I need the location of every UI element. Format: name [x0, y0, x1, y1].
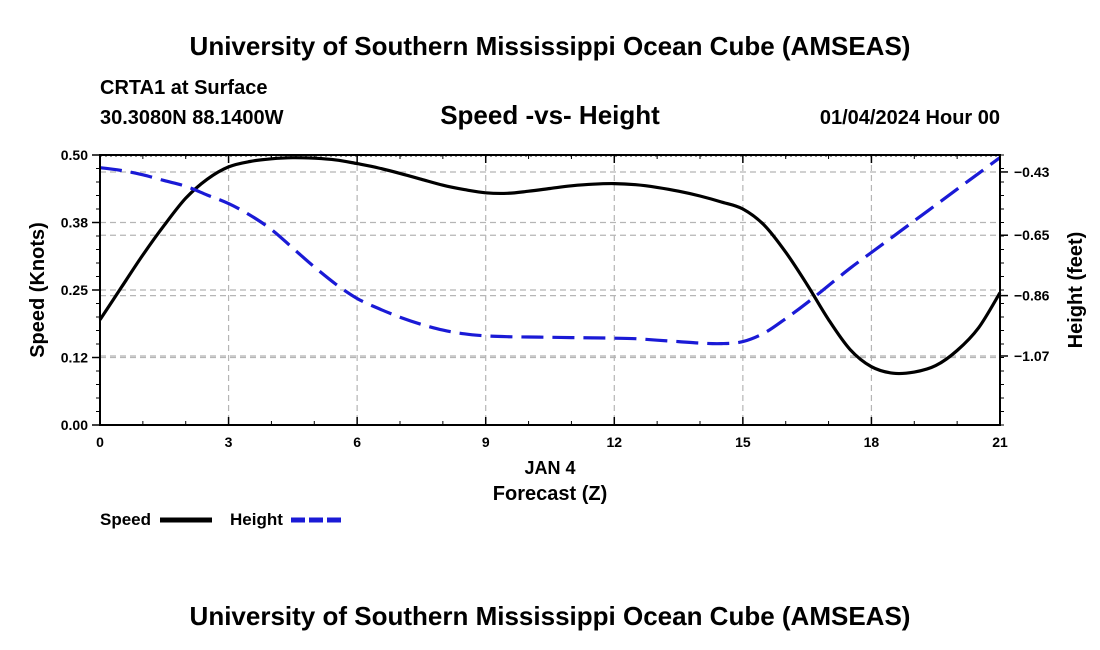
page-title: University of Southern Mississippi Ocean… — [190, 31, 911, 61]
legend: Speed Height — [100, 510, 343, 529]
y-right-tick-label: −1.07 — [1014, 348, 1050, 364]
x-tick-label: 12 — [606, 434, 622, 450]
series-line-height — [99, 156, 1001, 346]
x-tick-label: 3 — [225, 434, 233, 450]
footer-title: University of Southern Mississippi Ocean… — [190, 601, 911, 631]
axis-ticks: 0 3 6 9 12 15 18 21 0.00 0.12 0.25 0.38 0.50 −1.07 −0.… — [61, 147, 1050, 450]
forecast-datetime: 01/04/2024 Hour 00 — [820, 107, 1000, 129]
x-tick-label: 9 — [482, 434, 490, 450]
y-right-tick-label: −0.65 — [1014, 227, 1050, 243]
plot-series — [98, 156, 1002, 376]
x-tick-label: 6 — [353, 434, 361, 450]
grid — [100, 155, 1000, 425]
y-left-tick-label: 0.25 — [61, 282, 88, 298]
x-tick-label: 0 — [96, 434, 104, 450]
station-name: CRTA1 at Surface — [100, 77, 267, 99]
legend-height-label: Height — [230, 510, 283, 529]
x-tick-label: 21 — [992, 434, 1008, 450]
chart-title: Speed -vs- Height — [440, 100, 660, 130]
x-tick-label: 18 — [864, 434, 880, 450]
series-line-speed — [98, 156, 1002, 376]
y-left-tick-label: 0.38 — [61, 215, 88, 231]
y-left-tick-label: 0.50 — [61, 147, 88, 163]
y-left-tick-label: 0.00 — [61, 417, 88, 433]
legend-speed-label: Speed — [100, 510, 151, 529]
y-axis-right-label: Height (feet) — [1065, 232, 1087, 349]
station-coords: 30.3080N 88.1400W — [100, 107, 284, 129]
x-tick-label: 15 — [735, 434, 751, 450]
y-left-tick-label: 0.12 — [61, 350, 88, 366]
y-axis-left-label: Speed (Knots) — [27, 222, 49, 358]
y-right-tick-label: −0.43 — [1014, 164, 1050, 180]
x-axis-label: Forecast (Z) — [493, 483, 607, 505]
x-axis-date-label: JAN 4 — [524, 458, 575, 478]
y-right-tick-label: −0.86 — [1014, 288, 1050, 304]
